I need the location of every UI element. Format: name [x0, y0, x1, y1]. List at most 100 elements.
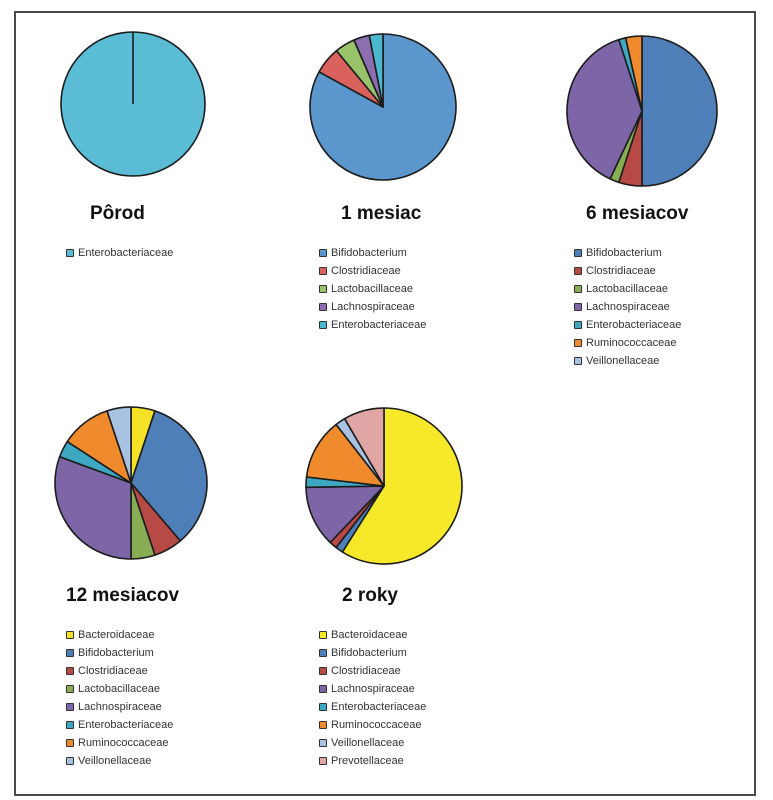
legend-label: Enterobacteriaceae	[331, 319, 427, 331]
legend-label: Lachnospiraceae	[78, 701, 162, 713]
pie-slice-enterobacteriaceae	[368, 33, 384, 108]
legend-item-bifidobacterium: Bifidobacterium	[574, 244, 681, 262]
legend-label: Clostridiaceae	[78, 665, 148, 677]
legend-label: Ruminococcaceae	[78, 737, 169, 749]
legend-label: Lactobacillaceae	[586, 283, 668, 295]
legend-label: Bacteroidaceae	[331, 629, 408, 641]
pie-chart-1-mesiac	[309, 33, 457, 181]
legend-item-lachnospiraceae: Lachnospiraceae	[319, 298, 426, 316]
legend-label: Enterobacteriaceae	[78, 247, 174, 259]
legend-swatch	[319, 649, 327, 657]
pie-slice-lachnospiraceae	[305, 485, 385, 544]
legend-label: Clostridiaceae	[586, 265, 656, 277]
legend-swatch	[66, 739, 74, 747]
legend-2-roky: Bacteroidaceae Bifidobacterium Clostridiac…	[319, 626, 426, 770]
pie-slice-ruminococcaceae	[305, 423, 385, 487]
legend-swatch	[319, 285, 327, 293]
legend-swatch	[66, 249, 74, 257]
legend-label: Enterobacteriaceae	[331, 701, 427, 713]
legend-item-bifidobacterium: Bifidobacterium	[319, 244, 426, 262]
legend-1-mesiac: Bifidobacterium Clostridiaceae Lactobacill…	[319, 244, 426, 334]
legend-item-enterobacteriaceae: Enterobacteriaceae	[319, 316, 426, 334]
legend-swatch	[319, 631, 327, 639]
legend-item-veillonellaceae: Veillonellaceae	[319, 734, 426, 752]
legend-swatch	[319, 267, 327, 275]
legend-label: Ruminococcaceae	[586, 337, 677, 349]
legend-item-clostridiaceae: Clostridiaceae	[66, 662, 173, 680]
legend-label: Clostridiaceae	[331, 265, 401, 277]
legend-6-mesiacov: Bifidobacterium Clostridiaceae Lactobacill…	[574, 244, 681, 370]
legend-swatch	[319, 303, 327, 311]
legend-item-veillonellaceae: Veillonellaceae	[66, 752, 173, 770]
legend-item-enterobacteriaceae: Enterobacteriaceae	[66, 716, 173, 734]
legend-label: Veillonellaceae	[78, 755, 152, 767]
legend-item-prevotellaceae: Prevotellaceae	[319, 752, 426, 770]
pie-slice-prevotellaceae	[343, 407, 385, 487]
pie-slice-veillonellaceae	[106, 406, 132, 484]
legend-swatch	[319, 739, 327, 747]
legend-label: Ruminococcaceae	[331, 719, 422, 731]
legend-swatch	[319, 249, 327, 257]
chart-title-1-mesiac: 1 mesiac	[341, 203, 422, 224]
legend-item-lactobacillaceae: Lactobacillaceae	[574, 280, 681, 298]
pie-chart-porod	[60, 31, 206, 177]
pie-chart-12-mesiacov	[54, 406, 208, 560]
legend-label: Bifidobacterium	[331, 647, 407, 659]
legend-item-veillonellaceae: Veillonellaceae	[574, 352, 681, 370]
pie-slice-bacteroidaceae	[341, 407, 463, 565]
legend-swatch	[574, 249, 582, 257]
legend-swatch	[574, 285, 582, 293]
legend-item-enterobacteriaceae: Enterobacteriaceae	[66, 244, 173, 262]
legend-swatch	[319, 667, 327, 675]
legend-item-bifidobacterium: Bifidobacterium	[66, 644, 173, 662]
legend-item-enterobacteriaceae: Enterobacteriaceae	[574, 316, 681, 334]
legend-swatch	[66, 649, 74, 657]
pie-chart-6-mesiacov	[566, 35, 718, 187]
legend-swatch	[574, 303, 582, 311]
legend-swatch	[574, 357, 582, 365]
legend-swatch	[66, 631, 74, 639]
legend-swatch	[66, 721, 74, 729]
legend-item-ruminococcaceae: Ruminococcaceae	[66, 734, 173, 752]
pie-slice-ruminococcaceae	[624, 35, 643, 112]
legend-item-bacteroidaceae: Bacteroidaceae	[66, 626, 173, 644]
legend-item-clostridiaceae: Clostridiaceae	[319, 262, 426, 280]
legend-label: Bacteroidaceae	[78, 629, 155, 641]
legend-label: Prevotellaceae	[331, 755, 404, 767]
legend-swatch	[319, 321, 327, 329]
legend-item-ruminococcaceae: Ruminococcaceae	[574, 334, 681, 352]
legend-label: Lachnospiraceae	[586, 301, 670, 313]
legend-item-lactobacillaceae: Lactobacillaceae	[66, 680, 173, 698]
legend-label: Lactobacillaceae	[331, 283, 413, 295]
legend-swatch	[574, 339, 582, 347]
legend-label: Bifidobacterium	[78, 647, 154, 659]
legend-item-lachnospiraceae: Lachnospiraceae	[319, 680, 426, 698]
legend-label: Lachnospiraceae	[331, 683, 415, 695]
legend-item-bacteroidaceae: Bacteroidaceae	[319, 626, 426, 644]
legend-label: Clostridiaceae	[331, 665, 401, 677]
legend-12-mesiacov: Bacteroidaceae Bifidobacterium Clostridiac…	[66, 626, 173, 770]
chart-title-6-mesiacov: 6 mesiacov	[586, 203, 689, 224]
chart-title-12-mesiacov: 12 mesiacov	[66, 585, 180, 606]
legend-item-lactobacillaceae: Lactobacillaceae	[319, 280, 426, 298]
legend-item-ruminococcaceae: Ruminococcaceae	[319, 716, 426, 734]
legend-label: Bifidobacterium	[586, 247, 662, 259]
legend-label: Veillonellaceae	[331, 737, 405, 749]
legend-label: Enterobacteriaceae	[78, 719, 174, 731]
legend-swatch	[574, 321, 582, 329]
legend-label: Bifidobacterium	[331, 247, 407, 259]
legend-swatch	[66, 703, 74, 711]
legend-item-clostridiaceae: Clostridiaceae	[574, 262, 681, 280]
legend-porod: Enterobacteriaceae	[66, 244, 173, 262]
pie-slice-bifidobacterium	[641, 35, 718, 187]
legend-swatch	[66, 685, 74, 693]
legend-swatch	[66, 667, 74, 675]
pie-slice-lachnospiraceae	[566, 38, 643, 180]
legend-item-bifidobacterium: Bifidobacterium	[319, 644, 426, 662]
pie-chart-2-roky	[305, 407, 463, 565]
legend-swatch	[319, 721, 327, 729]
legend-label: Enterobacteriaceae	[586, 319, 682, 331]
pie-slice-lachnospiraceae	[54, 455, 132, 560]
pie-slice-bifidobacterium	[130, 410, 208, 542]
legend-swatch	[319, 685, 327, 693]
